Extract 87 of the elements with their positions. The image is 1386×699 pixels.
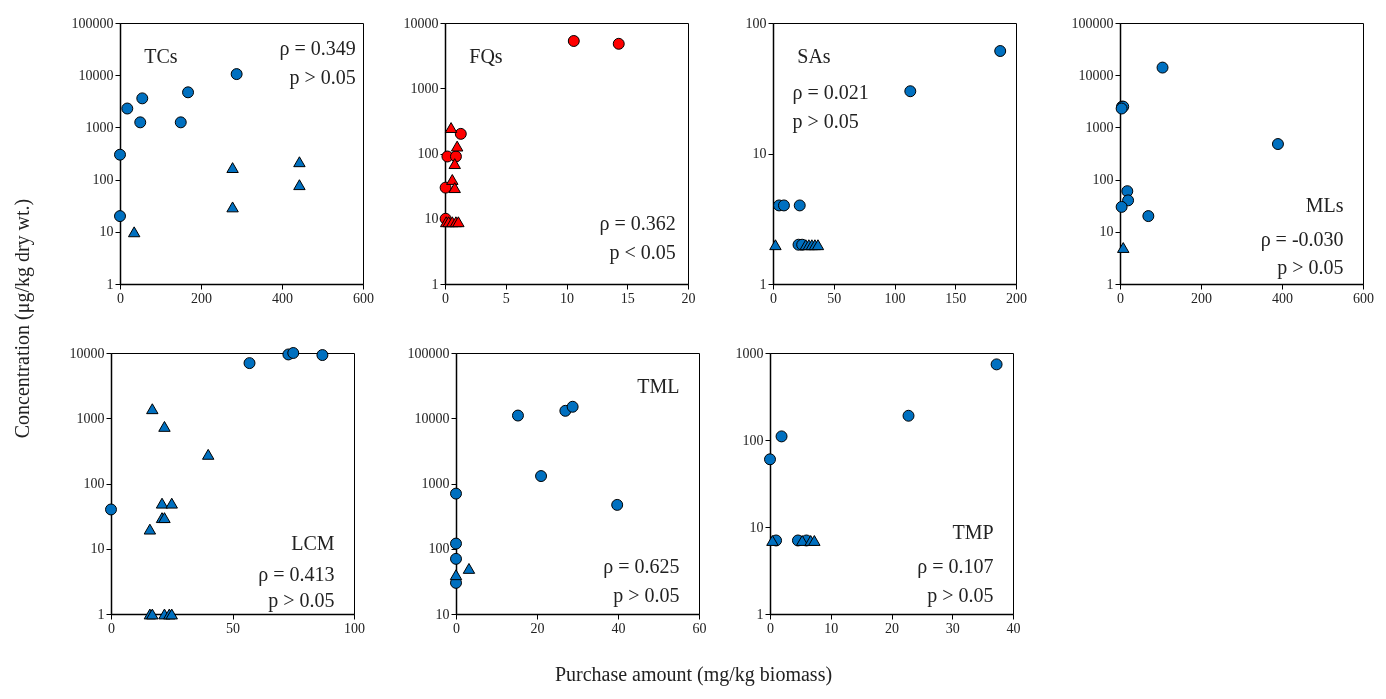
y-tick-label: 10 xyxy=(1099,224,1114,240)
y-tick-label: 10 xyxy=(435,606,450,622)
x-tick-label: 0 xyxy=(108,620,115,636)
x-tick-label: 0 xyxy=(117,290,124,306)
y-tick-label: 1 xyxy=(759,276,767,292)
x-tick-label: 100 xyxy=(344,620,365,636)
y-tick-label: 10 xyxy=(90,541,105,557)
x-tick-label: 200 xyxy=(1006,290,1027,306)
y-tick-label: 10000 xyxy=(414,410,450,426)
annotation: MLs xyxy=(1305,193,1344,216)
y-axis-title: Concentration (μg/kg dry wt.) xyxy=(10,198,34,439)
x-tick-label: 600 xyxy=(1353,290,1374,306)
x-tick-label: 400 xyxy=(272,290,293,306)
annotation: FQs xyxy=(469,44,503,67)
x-tick-label: 200 xyxy=(191,290,212,306)
x-tick-label: 600 xyxy=(353,290,374,306)
y-tick-label: 100000 xyxy=(71,15,114,31)
annotation: TML xyxy=(637,374,680,397)
annotation: ρ = 0.625 xyxy=(603,555,680,579)
y-tick-label: 10 xyxy=(424,211,439,227)
annotation: p > 0.05 xyxy=(268,588,335,612)
y-tick-label: 100 xyxy=(1092,172,1114,188)
annotation: TMP xyxy=(952,521,994,544)
y-tick-label: 1000 xyxy=(735,345,764,361)
annotation: p > 0.05 xyxy=(613,583,680,607)
annotation: p > 0.05 xyxy=(289,65,356,89)
y-tick-label: 10 xyxy=(749,519,764,535)
y-tick-label: 10000 xyxy=(403,15,439,31)
x-tick-label: 200 xyxy=(1191,290,1212,306)
annotation: ρ = 0.413 xyxy=(258,562,335,586)
annotation: ρ = 0.349 xyxy=(279,37,356,61)
x-tick-label: 30 xyxy=(945,620,960,636)
y-tick-label: 1 xyxy=(106,276,114,292)
x-tick-label: 60 xyxy=(692,620,707,636)
annotation: TCs xyxy=(144,44,178,67)
annotation: ρ = 0.362 xyxy=(599,211,676,235)
y-tick-label: 1 xyxy=(756,606,764,622)
x-tick-label: 0 xyxy=(1117,290,1124,306)
x-tick-label: 15 xyxy=(620,290,635,306)
x-axis-title: Purchase amount (mg/kg biomass) xyxy=(554,662,833,686)
y-tick-label: 1000 xyxy=(421,476,450,491)
y-tick-label: 1000 xyxy=(76,410,105,426)
y-tick-label: 100 xyxy=(745,15,767,31)
annotation: ρ = -0.030 xyxy=(1260,227,1344,251)
x-tick-label: 40 xyxy=(611,620,626,636)
y-tick-label: 1 xyxy=(97,606,105,622)
x-tick-label: 100 xyxy=(884,290,906,306)
y-tick-label: 10000 xyxy=(78,67,114,83)
x-tick-label: 0 xyxy=(770,290,777,306)
annotation: SAs xyxy=(797,44,831,67)
y-tick-label: 100 xyxy=(83,476,105,491)
y-tick-label: 100 xyxy=(92,172,114,188)
y-tick-label: 10000 xyxy=(69,345,105,361)
y-tick-label: 100 xyxy=(742,432,764,448)
x-tick-label: 0 xyxy=(767,620,774,636)
x-tick-label: 150 xyxy=(945,290,967,306)
y-tick-label: 100 xyxy=(428,541,450,557)
y-tick-label: 1000 xyxy=(1085,119,1114,135)
y-tick-label: 10 xyxy=(752,146,767,161)
y-tick-label: 10 xyxy=(99,224,114,240)
annotation: p > 0.05 xyxy=(927,583,994,607)
x-tick-label: 20 xyxy=(885,620,899,636)
x-tick-label: 400 xyxy=(1272,290,1293,306)
y-tick-label: 100 xyxy=(417,146,439,161)
y-tick-label: 1 xyxy=(1106,276,1114,292)
annotation: p > 0.05 xyxy=(792,110,859,134)
annotation: p < 0.05 xyxy=(609,240,676,264)
x-tick-label: 50 xyxy=(827,290,842,306)
y-tick-label: 100000 xyxy=(407,345,450,361)
x-tick-label: 5 xyxy=(502,290,510,306)
y-tick-label: 1000 xyxy=(85,119,114,135)
y-tick-label: 1000 xyxy=(410,80,439,96)
x-tick-label: 0 xyxy=(442,290,449,306)
y-tick-label: 1 xyxy=(431,276,439,292)
annotation: p > 0.05 xyxy=(1277,256,1344,280)
x-tick-label: 0 xyxy=(453,620,460,636)
x-tick-label: 20 xyxy=(530,620,545,636)
x-tick-label: 10 xyxy=(824,620,839,636)
y-tick-label: 100000 xyxy=(1071,15,1114,31)
annotation: ρ = 0.021 xyxy=(792,81,869,105)
annotation: LCM xyxy=(291,531,335,554)
x-tick-label: 50 xyxy=(226,620,240,636)
x-tick-label: 10 xyxy=(560,290,574,306)
y-tick-label: 10000 xyxy=(1078,67,1114,83)
x-tick-label: 20 xyxy=(681,290,696,306)
annotation: ρ = 0.107 xyxy=(917,555,994,579)
x-tick-label: 40 xyxy=(1006,620,1021,636)
